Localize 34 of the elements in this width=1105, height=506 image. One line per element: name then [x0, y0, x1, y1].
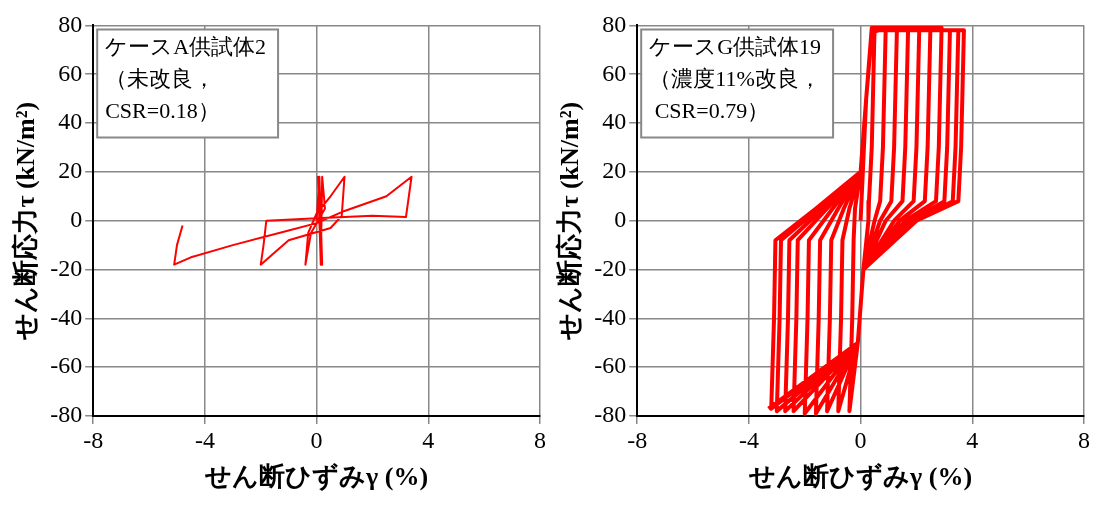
- x-tick-label: 0: [310, 426, 323, 453]
- y-tick-label: -40: [50, 303, 83, 330]
- annotation: ケースG供試体19 （濃度11%改良， CSR=0.79）: [649, 34, 822, 124]
- x-tick-label: 4: [422, 426, 435, 453]
- y-tick-label: 60: [602, 59, 627, 86]
- x-axis-title: せん断ひずみγ (%): [204, 462, 429, 492]
- y-axis-title: せん断応力τ (kN/m²): [11, 101, 41, 341]
- y-tick-label: 20: [602, 157, 627, 184]
- x-tick-label: 0: [854, 426, 867, 453]
- y-tick-label: 60: [58, 59, 83, 86]
- x-tick-label: -4: [738, 426, 759, 453]
- y-tick-label: 20: [58, 157, 83, 184]
- y-tick-label: -20: [594, 254, 627, 281]
- x-tick-label: -4: [194, 426, 215, 453]
- y-tick-label: 40: [58, 108, 83, 135]
- x-tick-label: 8: [534, 426, 546, 453]
- y-tick-label: 0: [70, 206, 83, 232]
- x-tick-label: 8: [1078, 426, 1090, 453]
- y-tick-label: -60: [594, 352, 627, 379]
- y-tick-label: -80: [594, 401, 627, 428]
- y-tick-label: -40: [594, 303, 627, 330]
- y-tick-label: 0: [614, 206, 627, 232]
- y-tick-label: -80: [50, 401, 83, 428]
- x-tick-label: -8: [83, 426, 104, 453]
- y-tick-label: 80: [58, 10, 83, 37]
- y-tick-label: -60: [50, 352, 83, 379]
- x-tick-label: -8: [627, 426, 648, 453]
- y-axis-title: せん断応力τ (kN/m²): [555, 101, 585, 341]
- y-tick-label: -20: [50, 254, 83, 281]
- annotation: ケースA供試体2 （未改良， CSR=0.18）: [105, 34, 267, 124]
- y-tick-label: 80: [602, 10, 627, 37]
- x-axis-title: せん断ひずみγ (%): [748, 462, 973, 492]
- y-tick-label: 40: [602, 108, 627, 135]
- x-tick-label: 4: [966, 426, 979, 453]
